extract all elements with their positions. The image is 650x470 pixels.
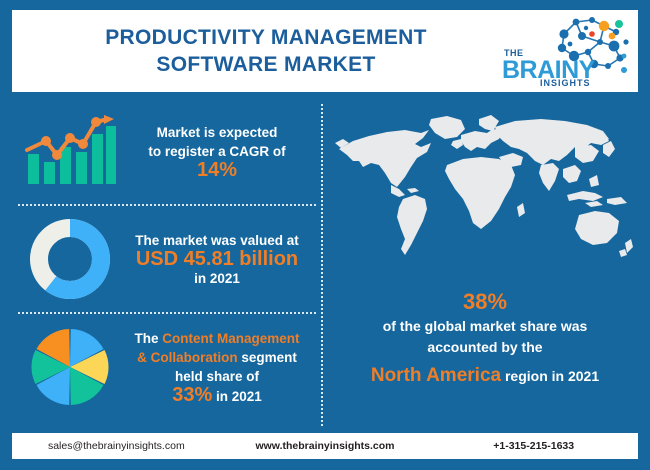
stat-segment-share: The Content Management & Collaboration s… — [12, 314, 322, 420]
stat-cagr: Market is expected to register a CAGR of… — [12, 98, 322, 204]
segment-name-part2: & Collaboration — [137, 349, 238, 365]
stat-value-line1: The market was valued at — [135, 232, 299, 248]
header-bar: PRODUCTIVITY MANAGEMENT SOFTWARE MARKET — [12, 10, 638, 92]
title-line-2: SOFTWARE MARKET — [156, 53, 376, 76]
footer-email[interactable]: sales@thebrainyinsights.com — [47, 440, 185, 452]
stat-cagr-line2: to register a CAGR of — [148, 143, 286, 159]
brain-network-icon — [557, 17, 629, 73]
footer-phone[interactable]: +1-315-215-1633 — [493, 440, 575, 452]
stat-cagr-value: 14% — [196, 158, 238, 181]
region-line-3: North America region in 2021 — [342, 364, 628, 388]
region-line-3-suffix: region in 2021 — [501, 368, 600, 384]
stat-market-value-text: The market was valued at USD 45.81 billi… — [122, 231, 316, 288]
region-line-1: of the global market share was — [382, 318, 588, 334]
stats-column: Market is expected to register a CAGR of… — [12, 98, 322, 428]
region-share-text: 38% of the global market share was accou… — [332, 284, 638, 388]
stat-segment-line2: & Collaboration segment — [122, 348, 312, 367]
region-share-percent: 38% — [462, 289, 508, 314]
divider-1 — [18, 204, 316, 206]
stat-value-line3: in 2021 — [194, 270, 240, 286]
divider-2 — [18, 312, 316, 314]
stat-segment-value: 33% — [172, 383, 213, 406]
stat-cagr-line1: Market is expected — [156, 124, 278, 140]
logo-text-the: THE — [504, 48, 524, 58]
footer-bar: sales@thebrainyinsights.com www.thebrain… — [12, 433, 638, 459]
segment-prefix: The — [134, 330, 163, 346]
column-divider — [321, 104, 323, 426]
region-column: 38% of the global market share was accou… — [332, 98, 638, 428]
footer-website[interactable]: www.thebrainyinsights.com — [255, 440, 395, 452]
stat-segment-value-suffix: in 2021 — [212, 388, 262, 404]
segment-suffix: segment — [237, 349, 297, 365]
region-line-2: accounted by the — [427, 339, 543, 355]
page-title: PRODUCTIVITY MANAGEMENT SOFTWARE MARKET — [12, 24, 492, 78]
stat-segment-line1: The Content Management — [122, 329, 312, 348]
bar-chart-growth-icon — [18, 114, 122, 188]
world-map-icon — [332, 98, 638, 284]
stat-segment-share-text: The Content Management & Collaboration s… — [122, 329, 316, 406]
logo-text-brainy: BRAINY — [502, 56, 595, 84]
stat-cagr-text: Market is expected to register a CAGR of… — [122, 123, 316, 180]
stat-segment-line3: held share of — [174, 368, 260, 384]
donut-chart-icon — [18, 216, 122, 302]
stat-segment-value-row: 33% in 2021 — [122, 383, 312, 406]
logo-text-insights: INSIGHTS — [540, 78, 591, 88]
segment-name-part1: Content Management — [162, 330, 300, 346]
region-name: North America — [370, 365, 502, 386]
brand-logo[interactable]: THE BRAINY INSIGHTS — [492, 10, 632, 92]
stat-value-amount: USD 45.81 billion — [135, 247, 299, 270]
stat-market-value: The market was valued at USD 45.81 billi… — [12, 206, 322, 312]
pie-chart-icon — [18, 324, 122, 410]
title-line-1: PRODUCTIVITY MANAGEMENT — [105, 26, 427, 49]
